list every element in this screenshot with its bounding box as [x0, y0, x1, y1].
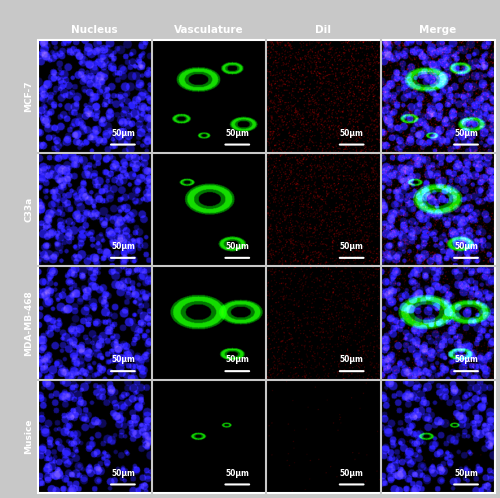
Text: 50μm: 50μm [226, 242, 249, 251]
Text: 50μm: 50μm [454, 242, 478, 251]
Text: 50μm: 50μm [111, 129, 135, 138]
Text: Nucleus: Nucleus [72, 25, 118, 35]
Text: DiI: DiI [316, 25, 332, 35]
Text: C33a: C33a [24, 197, 33, 223]
Text: 50μm: 50μm [111, 356, 135, 365]
Text: 50μm: 50μm [226, 129, 249, 138]
Text: Musice: Musice [24, 419, 33, 454]
Text: Vasculature: Vasculature [174, 25, 244, 35]
Text: 50μm: 50μm [111, 242, 135, 251]
Text: 50μm: 50μm [454, 356, 478, 365]
Text: MDA-MB-468: MDA-MB-468 [24, 290, 33, 356]
Text: 50μm: 50μm [454, 129, 478, 138]
Text: 50μm: 50μm [111, 469, 135, 478]
Text: 50μm: 50μm [340, 129, 363, 138]
Text: Merge: Merge [419, 25, 457, 35]
Text: 50μm: 50μm [340, 242, 363, 251]
Text: MCF-7: MCF-7 [24, 81, 33, 113]
Text: 50μm: 50μm [226, 469, 249, 478]
Text: 50μm: 50μm [454, 469, 478, 478]
Text: 50μm: 50μm [340, 469, 363, 478]
Text: 50μm: 50μm [340, 356, 363, 365]
Text: 50μm: 50μm [226, 356, 249, 365]
